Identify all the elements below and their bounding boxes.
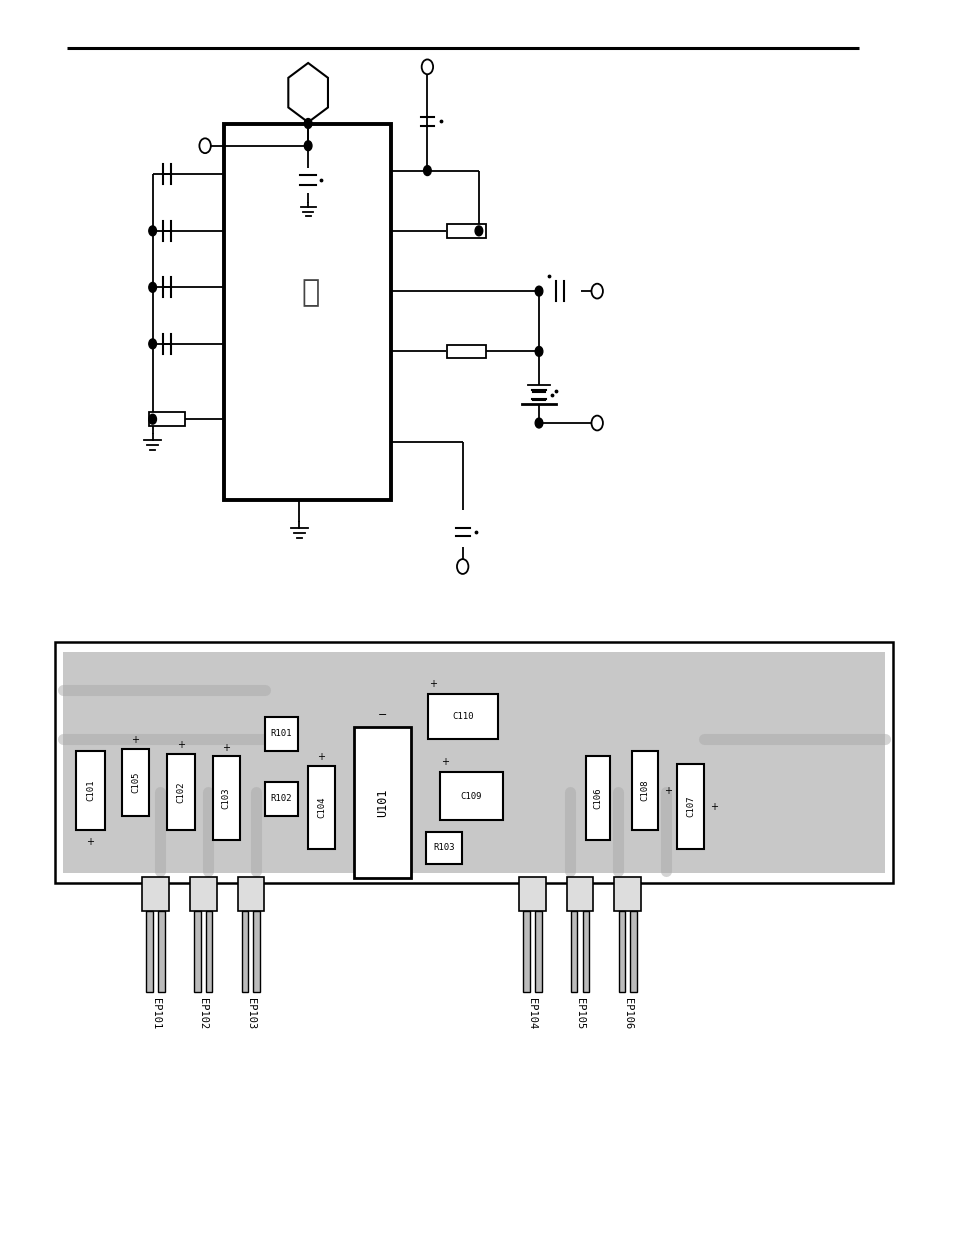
Bar (193, 911, 200, 992)
Text: +: + (176, 741, 185, 751)
Bar (582, 911, 589, 992)
Polygon shape (288, 63, 328, 122)
Text: C103: C103 (221, 787, 231, 809)
Text: +: + (429, 679, 436, 689)
Bar (439, 772, 502, 820)
Text: +: + (663, 787, 671, 797)
Bar (237, 877, 264, 911)
Bar (241, 911, 248, 992)
Text: R103: R103 (433, 844, 455, 852)
Circle shape (149, 226, 156, 236)
Bar (206, 911, 213, 992)
Text: 🔥: 🔥 (301, 279, 320, 308)
Circle shape (149, 283, 156, 293)
Bar (447, 345, 485, 358)
Text: +: + (317, 752, 325, 762)
Text: C110: C110 (452, 711, 474, 721)
Bar (354, 727, 411, 878)
Circle shape (535, 287, 542, 296)
Bar (146, 911, 152, 992)
Bar (618, 911, 624, 992)
Text: EP103: EP103 (246, 998, 255, 1029)
Bar (426, 831, 461, 863)
Text: C102: C102 (176, 782, 185, 803)
Circle shape (475, 226, 482, 236)
Bar (253, 911, 260, 992)
Text: R101: R101 (271, 730, 292, 739)
Circle shape (304, 119, 312, 128)
Text: C101: C101 (86, 781, 95, 802)
Text: EP101: EP101 (151, 998, 160, 1029)
Text: −: − (377, 710, 387, 720)
Circle shape (423, 165, 431, 175)
Text: EP105: EP105 (575, 998, 584, 1029)
Bar (158, 911, 165, 992)
Bar (570, 911, 577, 992)
Bar (566, 877, 593, 911)
Bar (63, 652, 884, 873)
Text: +: + (440, 757, 448, 767)
Bar (142, 877, 169, 911)
Bar (518, 877, 545, 911)
Text: +: + (87, 837, 94, 847)
Text: EP104: EP104 (527, 998, 537, 1029)
Bar (224, 124, 391, 500)
Bar (55, 642, 892, 883)
Text: +: + (132, 735, 139, 745)
Text: C108: C108 (639, 781, 649, 802)
Bar (614, 877, 640, 911)
Text: R102: R102 (271, 794, 292, 804)
Bar (428, 694, 497, 739)
Text: C106: C106 (593, 787, 602, 809)
Text: +: + (709, 802, 717, 811)
Text: C107: C107 (685, 795, 695, 818)
Text: C104: C104 (316, 797, 326, 819)
Circle shape (535, 347, 542, 357)
Bar (122, 748, 149, 815)
Circle shape (304, 141, 312, 151)
Text: EP102: EP102 (198, 998, 208, 1029)
Bar (631, 751, 658, 830)
Bar (585, 756, 610, 840)
Bar (76, 751, 105, 830)
Circle shape (149, 414, 156, 424)
Circle shape (149, 338, 156, 348)
Bar (522, 911, 529, 992)
Text: EP106: EP106 (622, 998, 632, 1029)
Text: C109: C109 (460, 792, 481, 800)
Bar (308, 766, 335, 850)
Bar (447, 224, 485, 237)
Bar (265, 782, 297, 815)
Bar (213, 756, 239, 840)
Bar (677, 764, 703, 850)
Bar (265, 718, 297, 751)
Text: U101: U101 (375, 788, 389, 818)
Bar (630, 911, 637, 992)
Bar (190, 877, 216, 911)
Bar (167, 755, 194, 830)
Circle shape (535, 419, 542, 429)
Bar (149, 412, 185, 426)
Text: C105: C105 (131, 772, 140, 793)
Text: +: + (222, 742, 230, 752)
Bar (535, 911, 541, 992)
